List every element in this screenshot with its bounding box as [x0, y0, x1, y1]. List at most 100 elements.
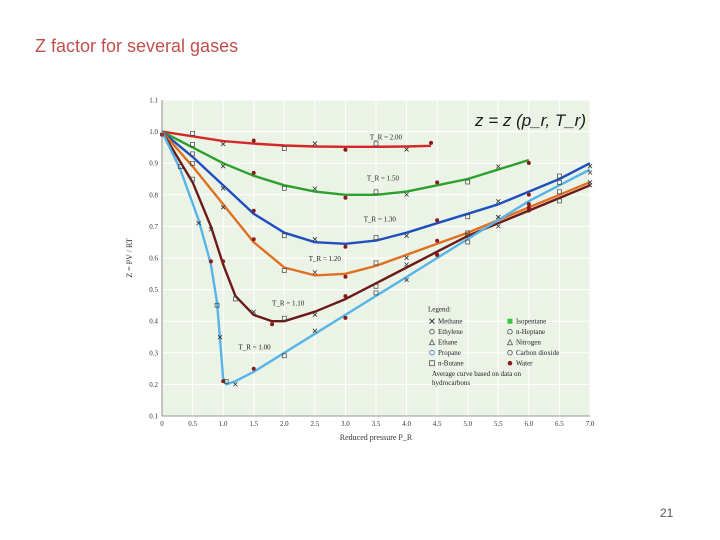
- legend-note: hydrocarbons: [432, 379, 470, 387]
- data-point: [404, 255, 409, 261]
- legend-item-label: Carbon dioxide: [516, 349, 559, 357]
- y-tick-label: 0.2: [149, 381, 158, 389]
- data-point: [220, 186, 226, 191]
- data-point: [496, 223, 501, 229]
- legend-marker: [428, 338, 436, 346]
- data-point: [281, 185, 287, 191]
- data-point: [281, 233, 287, 239]
- data-point: [251, 170, 256, 175]
- data-point: [526, 205, 531, 210]
- data-point: [435, 180, 440, 185]
- x-tick-label: 5.5: [494, 420, 503, 428]
- legend-item-label: Ethylene: [438, 328, 463, 336]
- data-point: [251, 366, 256, 371]
- data-point: [496, 164, 501, 169]
- data-point: [217, 334, 223, 340]
- data-point: [343, 244, 348, 249]
- data-point: [312, 328, 318, 334]
- legend-marker: [429, 360, 435, 367]
- legend-marker: [507, 318, 513, 324]
- data-point: [587, 163, 593, 169]
- x-tick-label: 3.0: [341, 420, 350, 428]
- data-point: [190, 161, 195, 166]
- data-point: [587, 180, 593, 185]
- x-tick-label: 6.0: [524, 420, 533, 428]
- data-point: [233, 296, 238, 302]
- data-point: [496, 214, 501, 220]
- data-point: [404, 233, 409, 239]
- x-tick-label: 4.0: [402, 420, 411, 428]
- data-point: [343, 294, 348, 299]
- y-tick-label: 0.6: [149, 255, 158, 263]
- data-point: [190, 176, 195, 182]
- y-tick-label: 0.9: [149, 160, 158, 168]
- x-axis-label: Reduced pressure P_R: [340, 433, 413, 442]
- data-point: [526, 161, 531, 166]
- data-point: [251, 138, 256, 143]
- data-point: [223, 379, 229, 384]
- legend-marker: [429, 329, 435, 335]
- legend-item-label: n-Heptane: [516, 328, 545, 336]
- data-point: [312, 312, 318, 318]
- slide-title: Z factor for several gases: [35, 36, 239, 56]
- data-point: [281, 268, 287, 273]
- x-tick-label: 0.5: [188, 420, 197, 428]
- legend-title: Legend:: [428, 306, 451, 314]
- data-point: [190, 142, 195, 147]
- y-tick-label: 1.1: [149, 97, 158, 105]
- legend-marker: [507, 360, 513, 366]
- x-tick-label: 6.5: [555, 420, 564, 428]
- data-point: [196, 220, 201, 226]
- data-point: [404, 147, 409, 152]
- y-tick-label: 0.8: [149, 191, 158, 199]
- data-point: [220, 141, 226, 147]
- x-tick-label: 5.0: [463, 420, 472, 428]
- data-point: [465, 179, 471, 185]
- series-line: [161, 130, 530, 196]
- data-point: [496, 198, 501, 204]
- data-point: [220, 163, 226, 169]
- data-point: [373, 141, 379, 147]
- y-tick-label: 0.3: [149, 349, 158, 357]
- data-point: [557, 179, 562, 185]
- legend-marker: [429, 318, 435, 325]
- data-point: [526, 192, 531, 197]
- data-point: [465, 230, 471, 236]
- series-line: [160, 131, 591, 386]
- legend-item-label: Ethane: [438, 339, 457, 347]
- data-point: [435, 218, 440, 223]
- data-point: [343, 274, 348, 279]
- data-point: [343, 195, 348, 200]
- x-tick-label: 0: [160, 420, 164, 428]
- data-point: [190, 130, 195, 136]
- data-point: [465, 214, 471, 220]
- series-line: [160, 130, 591, 323]
- data-point: [251, 208, 256, 213]
- y-tick-label: 0.7: [149, 223, 158, 231]
- page-number: 21: [660, 506, 674, 520]
- data-point: [312, 141, 318, 146]
- series-line: [161, 130, 432, 148]
- series-line: [161, 130, 591, 245]
- data-point: [429, 140, 434, 145]
- series-label: T_R = 1.30: [364, 216, 397, 224]
- data-point: [281, 353, 287, 359]
- data-point: [208, 259, 213, 264]
- legend-marker: [506, 338, 514, 346]
- data-point: [251, 237, 256, 242]
- data-point: [220, 204, 226, 210]
- legend-item-label: Propane: [438, 349, 461, 357]
- series-label: T_R = 1.00: [238, 344, 271, 352]
- legend-item-label: Isopentane: [516, 318, 546, 326]
- data-point: [221, 259, 226, 264]
- data-point: [373, 283, 379, 289]
- legend-marker: [507, 329, 513, 335]
- y-tick-label: 1.0: [149, 128, 158, 136]
- data-point: [190, 151, 195, 157]
- data-point: [435, 253, 440, 257]
- y-tick-label: 0.4: [149, 318, 158, 326]
- data-point: [404, 192, 409, 197]
- data-point: [281, 315, 287, 321]
- data-point: [557, 198, 562, 204]
- data-point: [312, 236, 318, 242]
